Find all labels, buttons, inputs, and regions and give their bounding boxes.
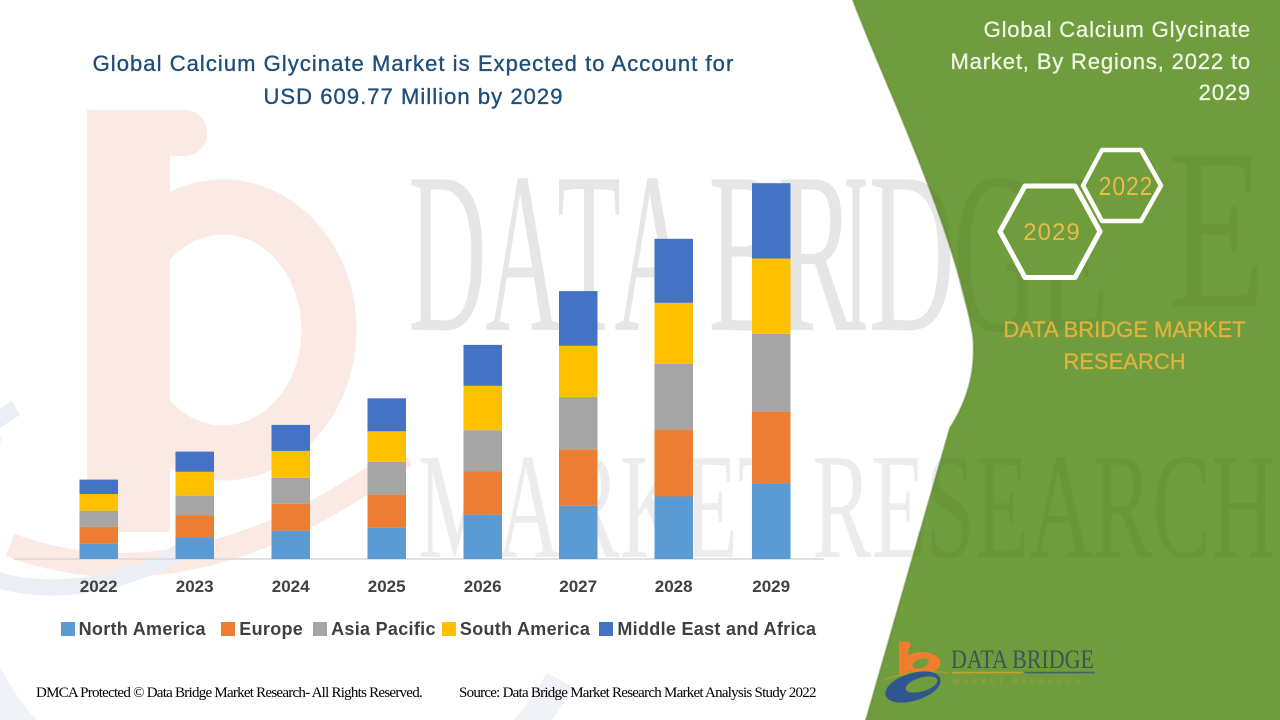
svg-text:D: D [408, 125, 486, 380]
svg-text:E: E [1168, 102, 1266, 356]
svg-text:A: A [485, 126, 561, 381]
svg-text:I: I [844, 126, 869, 380]
